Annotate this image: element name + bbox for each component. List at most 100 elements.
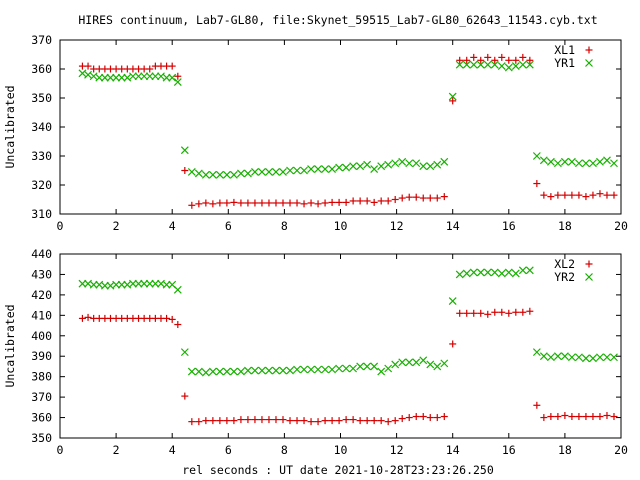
data-point: [229, 367, 238, 376]
data-point: [117, 73, 126, 82]
marker-stroke: [328, 365, 337, 374]
marker-stroke: [134, 72, 143, 81]
legend-label: XL2: [554, 257, 575, 271]
x-tick-label: 0: [57, 219, 64, 233]
data-point: [251, 168, 259, 176]
data-point: [419, 356, 428, 365]
data-point: [575, 413, 583, 421]
series-yr2: [78, 266, 618, 377]
data-point: [483, 268, 492, 277]
data-point: [202, 199, 210, 207]
marker-stroke: [78, 69, 87, 78]
data-point: [157, 72, 165, 81]
data-point: [561, 412, 569, 420]
data-point: [300, 166, 308, 175]
data-point: [187, 168, 196, 176]
data-point: [553, 352, 562, 361]
marker-stroke: [610, 353, 618, 362]
x-tick-label: 0: [57, 443, 64, 457]
data-point: [462, 269, 471, 278]
data-point: [328, 165, 337, 173]
marker-stroke: [511, 269, 520, 278]
marker-stroke: [546, 157, 555, 166]
marker-stroke: [349, 162, 358, 171]
chart-panels: 0 2 4 6 8 10 12 14 16 18 20310320330340350360370Un…: [3, 33, 628, 457]
marker-stroke: [300, 166, 308, 175]
data-point: [589, 191, 597, 199]
marker-stroke: [363, 362, 372, 371]
data-point: [546, 157, 555, 166]
data-point: [560, 352, 569, 361]
data-point: [168, 73, 177, 82]
data-point: [307, 418, 315, 426]
data-point: [129, 279, 137, 288]
data-point: [222, 170, 231, 179]
data-point: [314, 418, 322, 426]
data-point: [251, 416, 259, 424]
x-tick-label: 2: [113, 443, 120, 457]
data-point: [525, 266, 534, 275]
data-point: [279, 199, 287, 207]
y-tick-label: 360: [31, 411, 52, 425]
data-point: [307, 365, 315, 374]
marker-stroke: [187, 367, 196, 376]
data-point: [547, 413, 555, 421]
marker-stroke: [187, 168, 196, 176]
marker-stroke: [112, 280, 121, 289]
marker-stroke: [117, 280, 126, 289]
marker-stroke: [575, 159, 583, 168]
marker-stroke: [300, 365, 308, 374]
marker-stroke: [603, 156, 611, 165]
x-tick-label: 6: [225, 443, 232, 457]
data-point: [497, 269, 506, 278]
data-point: [321, 417, 329, 425]
data-point: [349, 162, 358, 171]
marker-stroke: [215, 170, 224, 179]
marker-stroke: [335, 364, 344, 373]
marker-stroke: [180, 348, 189, 357]
data-point: [511, 269, 520, 278]
data-point: [356, 362, 365, 371]
data-point: [484, 310, 492, 318]
marker-stroke: [398, 358, 407, 367]
data-point: [440, 359, 449, 368]
data-point: [145, 72, 154, 81]
marker-stroke: [134, 279, 143, 288]
data-point: [511, 62, 520, 71]
marker-stroke: [440, 157, 449, 166]
data-point: [173, 285, 182, 294]
x-tick-label: 18: [558, 443, 572, 457]
data-point: [208, 170, 217, 179]
data-point: [209, 417, 217, 425]
x-tick-label: 4: [169, 443, 176, 457]
data-point: [100, 73, 109, 82]
marker-stroke: [321, 365, 329, 374]
data-point: [356, 197, 364, 205]
y-tick-label: 370: [31, 390, 52, 404]
legend-marker: [585, 59, 593, 67]
data-point: [279, 168, 287, 176]
legend-label: XL1: [554, 43, 575, 57]
x-tick-label: 14: [446, 219, 460, 233]
data-point: [470, 53, 478, 61]
data-point: [370, 165, 379, 173]
marker-stroke: [532, 152, 541, 160]
data-point: [377, 367, 386, 376]
data-point: [589, 413, 597, 421]
marker-stroke: [448, 297, 457, 305]
data-point: [463, 309, 471, 317]
data-point: [370, 198, 378, 206]
marker-stroke: [279, 168, 287, 176]
data-point: [433, 194, 441, 202]
marker-stroke: [426, 162, 435, 171]
data-point: [512, 56, 520, 64]
marker-stroke: [582, 159, 590, 168]
data-point: [265, 416, 273, 424]
data-point: [363, 417, 371, 425]
data-point: [195, 200, 203, 208]
marker-stroke: [95, 73, 104, 82]
marker-stroke: [100, 281, 109, 290]
data-point: [272, 416, 280, 424]
y-tick-label: 400: [31, 329, 52, 343]
data-point: [603, 412, 611, 420]
